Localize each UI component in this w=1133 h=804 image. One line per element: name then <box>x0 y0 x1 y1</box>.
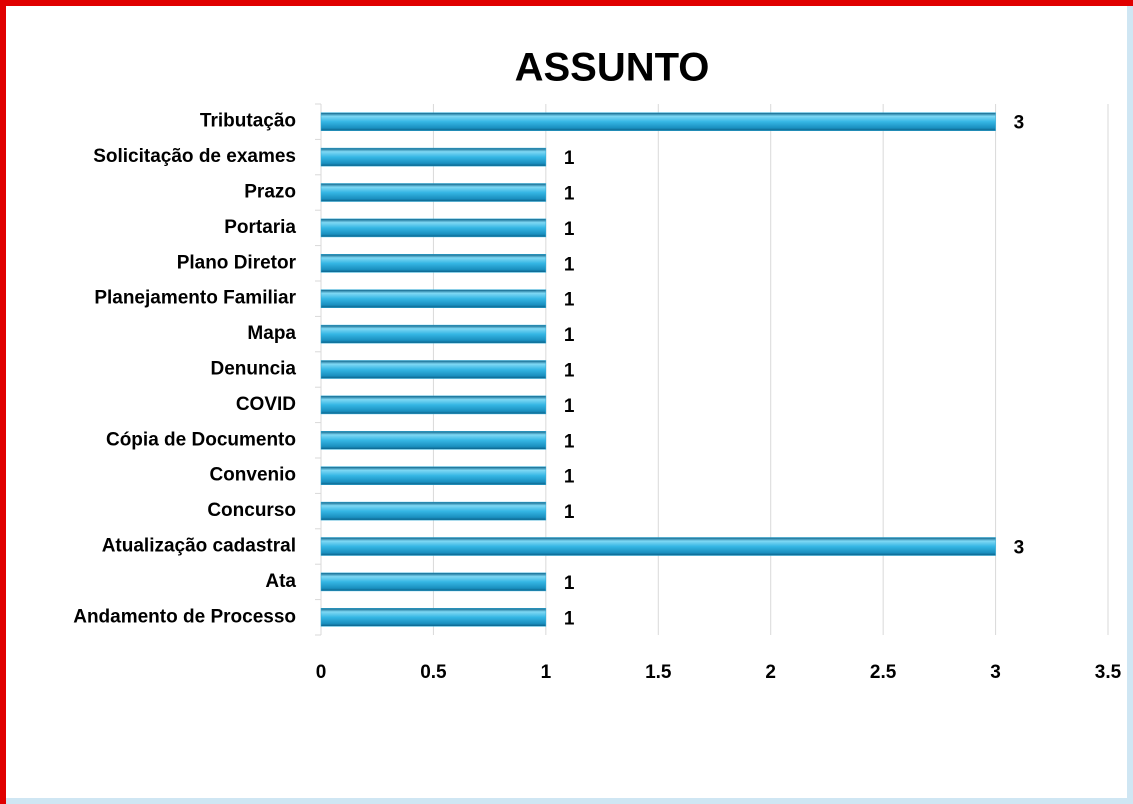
data-label: 1 <box>564 573 575 594</box>
bar <box>320 218 547 238</box>
bar <box>320 537 996 556</box>
data-label: 1 <box>564 502 575 523</box>
x-tick-label: 2 <box>765 662 776 683</box>
data-label: 1 <box>564 184 575 205</box>
y-tick-label: Plano Diretor <box>177 252 297 273</box>
bar <box>320 147 547 167</box>
x-tick-label: 0.5 <box>420 662 447 683</box>
bar <box>320 466 547 485</box>
y-tick-label: Cópia de Documento <box>106 429 296 450</box>
y-tick-label: Planejamento Familiar <box>94 288 296 309</box>
y-tick-label: Andamento de Processo <box>73 606 296 627</box>
data-label: 1 <box>564 608 575 629</box>
y-tick-label: Solicitação de exames <box>93 146 296 167</box>
y-tick-label: Atualização cadastral <box>102 536 296 557</box>
y-tick-label: Denuncia <box>210 359 296 380</box>
y-tick-label: COVID <box>236 394 296 415</box>
data-label: 1 <box>564 148 575 169</box>
data-label: 3 <box>1014 538 1025 559</box>
y-tick-label: Ata <box>265 571 296 592</box>
data-label: 1 <box>564 254 575 275</box>
y-tick-label: Mapa <box>247 323 296 344</box>
bar <box>320 395 547 415</box>
x-tick-label: 1.5 <box>645 662 672 683</box>
data-label: 1 <box>564 396 575 417</box>
bar <box>320 431 547 450</box>
y-tick-label: Convenio <box>209 465 296 486</box>
bar <box>320 501 547 521</box>
data-label: 1 <box>564 431 575 452</box>
x-tick-label: 3.5 <box>1095 662 1122 683</box>
y-tick-label: Portaria <box>224 217 296 238</box>
data-label: 1 <box>564 467 575 488</box>
bar <box>320 254 547 273</box>
bar <box>320 289 547 308</box>
bar <box>320 324 547 344</box>
x-tick-label: 0 <box>316 662 327 683</box>
bar <box>320 572 547 592</box>
x-tick-label: 3 <box>990 662 1001 683</box>
y-tick-label: Concurso <box>207 500 296 521</box>
chart-title: ASSUNTO <box>515 46 710 90</box>
data-label: 1 <box>564 219 575 240</box>
data-label: 1 <box>564 290 575 311</box>
bar <box>320 112 996 131</box>
data-label: 1 <box>564 361 575 382</box>
bar <box>320 183 547 202</box>
bar <box>320 608 547 627</box>
data-label: 3 <box>1014 113 1025 134</box>
x-tick-label: 1 <box>541 662 552 683</box>
y-tick-label: Prazo <box>244 182 296 203</box>
x-tick-label: 2.5 <box>870 662 897 683</box>
bar <box>320 360 547 379</box>
y-tick-label: Tributação <box>200 111 296 132</box>
data-label: 1 <box>564 325 575 346</box>
